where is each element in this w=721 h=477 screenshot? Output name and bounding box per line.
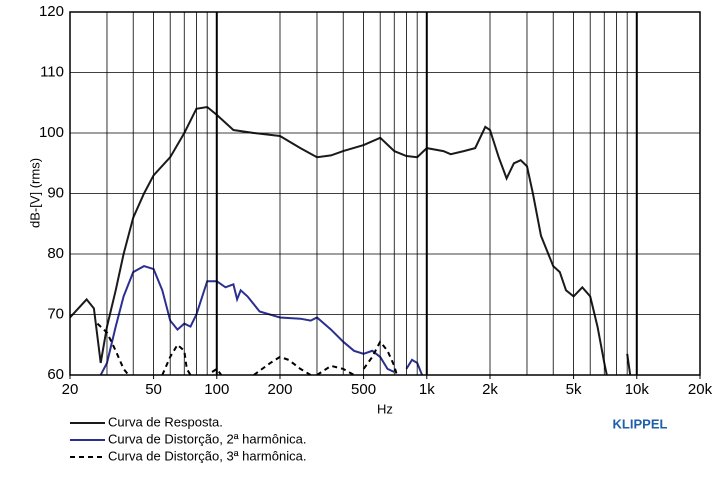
x-tick-label: 20k: [688, 381, 713, 398]
x-tick-label: 100: [204, 381, 229, 398]
legend-label: Curva de Resposta.: [108, 414, 223, 429]
x-tick-label: 10k: [625, 381, 650, 398]
x-tick-label: 20: [62, 381, 79, 398]
y-tick-label: 100: [39, 124, 64, 141]
series-line: [99, 265, 424, 375]
x-tick-label: 50: [145, 381, 162, 398]
y-tick-label: 110: [40, 63, 64, 80]
x-tick-label: 1k: [419, 381, 435, 398]
x-axis-label: Hz: [377, 401, 393, 416]
series-line: [70, 105, 632, 375]
y-tick-label: 60: [47, 366, 64, 383]
legend-label: Curva de Distorção, 3ª harmônica.: [108, 448, 306, 463]
legend-label: Curva de Distorção, 2ª harmônica.: [108, 431, 306, 446]
x-tick-label: 2k: [482, 381, 498, 398]
y-tick-label: 90: [47, 184, 64, 201]
y-tick-label: 120: [39, 3, 64, 20]
x-tick-label: 200: [267, 381, 292, 398]
series-line: [96, 322, 398, 375]
brand-logo: KLIPPEL: [613, 416, 668, 431]
x-tick-label: 5k: [566, 381, 582, 398]
lines: [70, 105, 632, 375]
y-tick-label: 70: [47, 305, 64, 322]
y-axis-label: dB-[V] (rms): [27, 158, 42, 228]
plot-frame: [69, 11, 701, 376]
y-tick-label: 80: [47, 245, 64, 262]
x-tick-label: 500: [351, 381, 376, 398]
